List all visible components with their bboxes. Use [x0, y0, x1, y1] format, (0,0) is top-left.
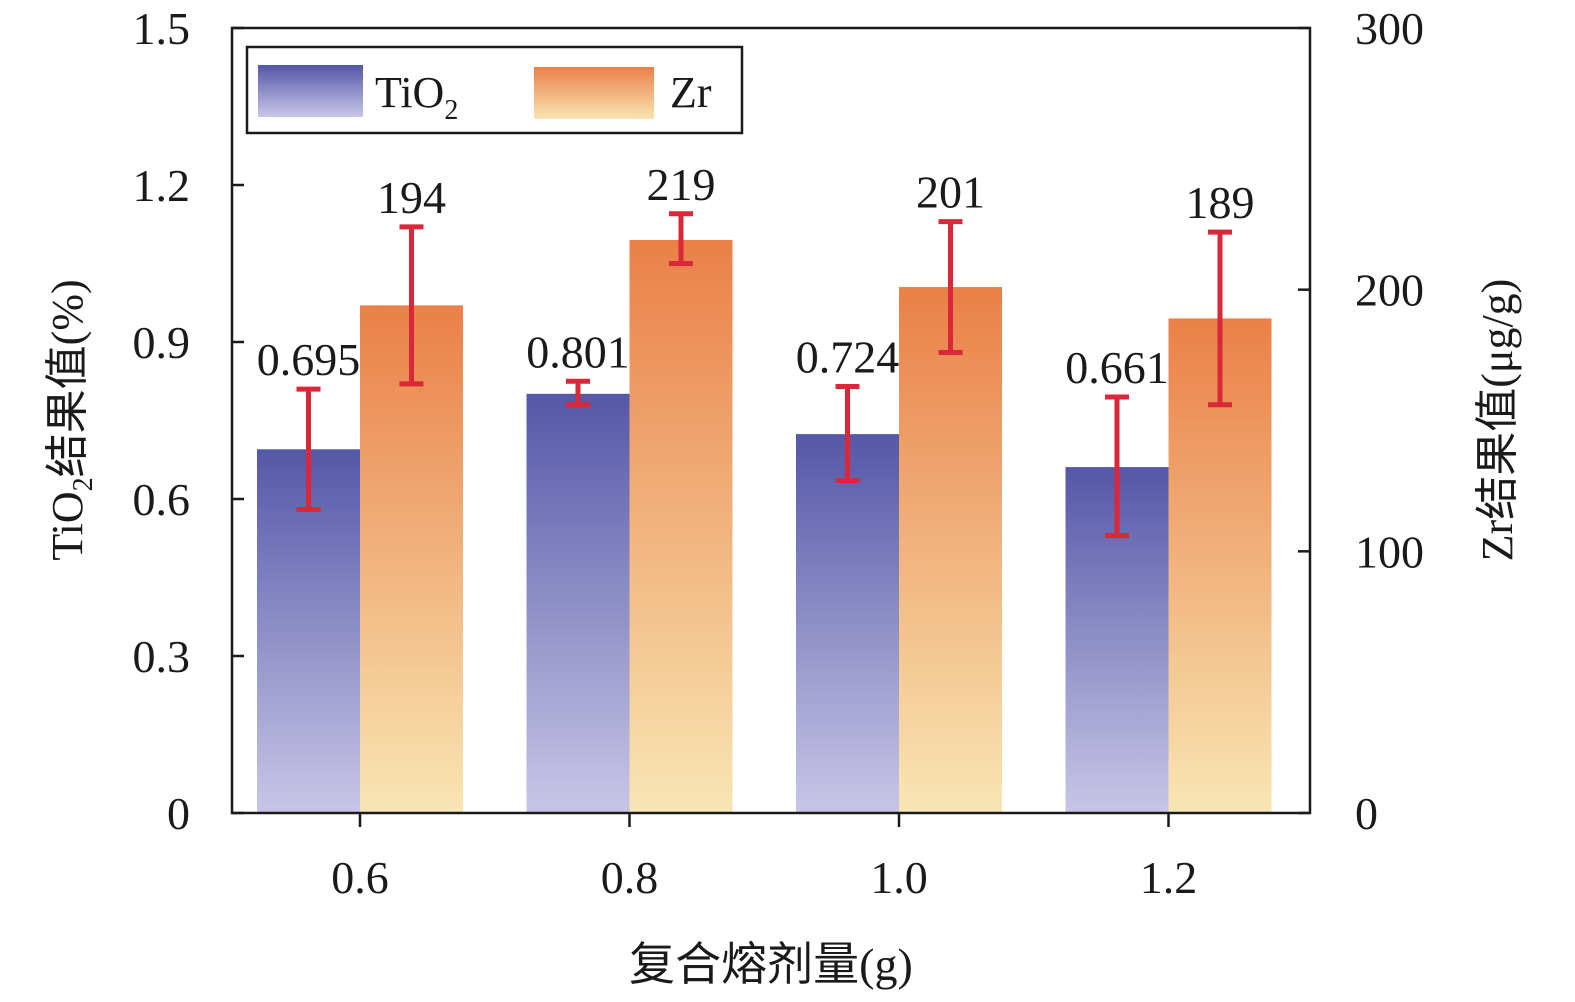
error-bar-zr-1 [669, 211, 693, 266]
x-tick-label-3: 1.2 [1140, 852, 1198, 903]
error-bar-zr-3 [1208, 229, 1232, 408]
bars-layer [257, 239, 1272, 813]
bar-zr-0 [360, 305, 463, 813]
x-axis-title: 复合熔剂量(g) [629, 939, 913, 990]
y-left-tick-label-0: 0 [167, 788, 190, 839]
legend-swatch-zr [534, 67, 654, 119]
data-label-zr-2: 201 [916, 167, 985, 218]
legend: TiO2 Zr [245, 45, 744, 135]
x-tick-label-1: 0.8 [601, 852, 659, 903]
data-label-tio2-3: 0.661 [1065, 342, 1169, 393]
x-tick-label-0: 0.6 [331, 852, 389, 903]
data-label-tio2-2: 0.724 [796, 331, 900, 382]
error-bars-layer [296, 211, 1232, 539]
error-bar-tio2-2 [835, 383, 860, 484]
error-bar-tio2-0 [296, 386, 321, 512]
error-bar-tio2-1 [566, 378, 590, 408]
legend-label-tio2: TiO2 [375, 68, 458, 126]
error-bar-tio2-3 [1105, 394, 1129, 539]
data-labels-layer: 0.695 194 0.801 219 0.724 201 0.661 189 [257, 159, 1255, 393]
y-left-tick-label-5: 1.5 [133, 3, 191, 54]
data-label-tio2-0: 0.695 [257, 334, 361, 385]
y-right-tick-label-2: 200 [1355, 265, 1424, 316]
bar-zr-1 [629, 239, 733, 813]
data-label-zr-1: 219 [647, 159, 716, 210]
x-tick-label-2: 1.0 [870, 852, 928, 903]
y-left-tick-label-1: 0.3 [133, 631, 191, 682]
data-label-zr-0: 194 [377, 172, 446, 223]
y-right-tick-label-1: 100 [1355, 526, 1424, 577]
axes-layer: 0.6 0.8 1.0 1.2 0 0.3 0.6 0.9 1.2 1.5 0 100 200 300 [133, 3, 1425, 903]
legend-label-zr: Zr [670, 68, 712, 117]
data-label-zr-3: 189 [1186, 177, 1255, 228]
error-bar-zr-0 [399, 224, 424, 387]
y-left-tick-label-3: 0.9 [133, 317, 191, 368]
y-right-tick-label-3: 300 [1355, 3, 1424, 54]
y-left-tick-label-4: 1.2 [133, 160, 191, 211]
y-axis-title-left: TiO2结果值(%) [43, 279, 99, 560]
y-axis-title-right: Zr结果值(μg/g) [1473, 279, 1522, 562]
y-right-tick-label-0: 0 [1355, 788, 1378, 839]
plot-frame [230, 26, 1312, 815]
bar-zr-2 [899, 287, 1002, 813]
y-left-tick-label-2: 0.6 [133, 474, 191, 525]
bar-tio2-2 [796, 434, 899, 813]
error-bar-zr-2 [938, 219, 963, 355]
legend-swatch-tio2 [258, 65, 363, 117]
data-label-tio2-1: 0.801 [526, 326, 630, 377]
bar-tio2-1 [526, 393, 630, 813]
